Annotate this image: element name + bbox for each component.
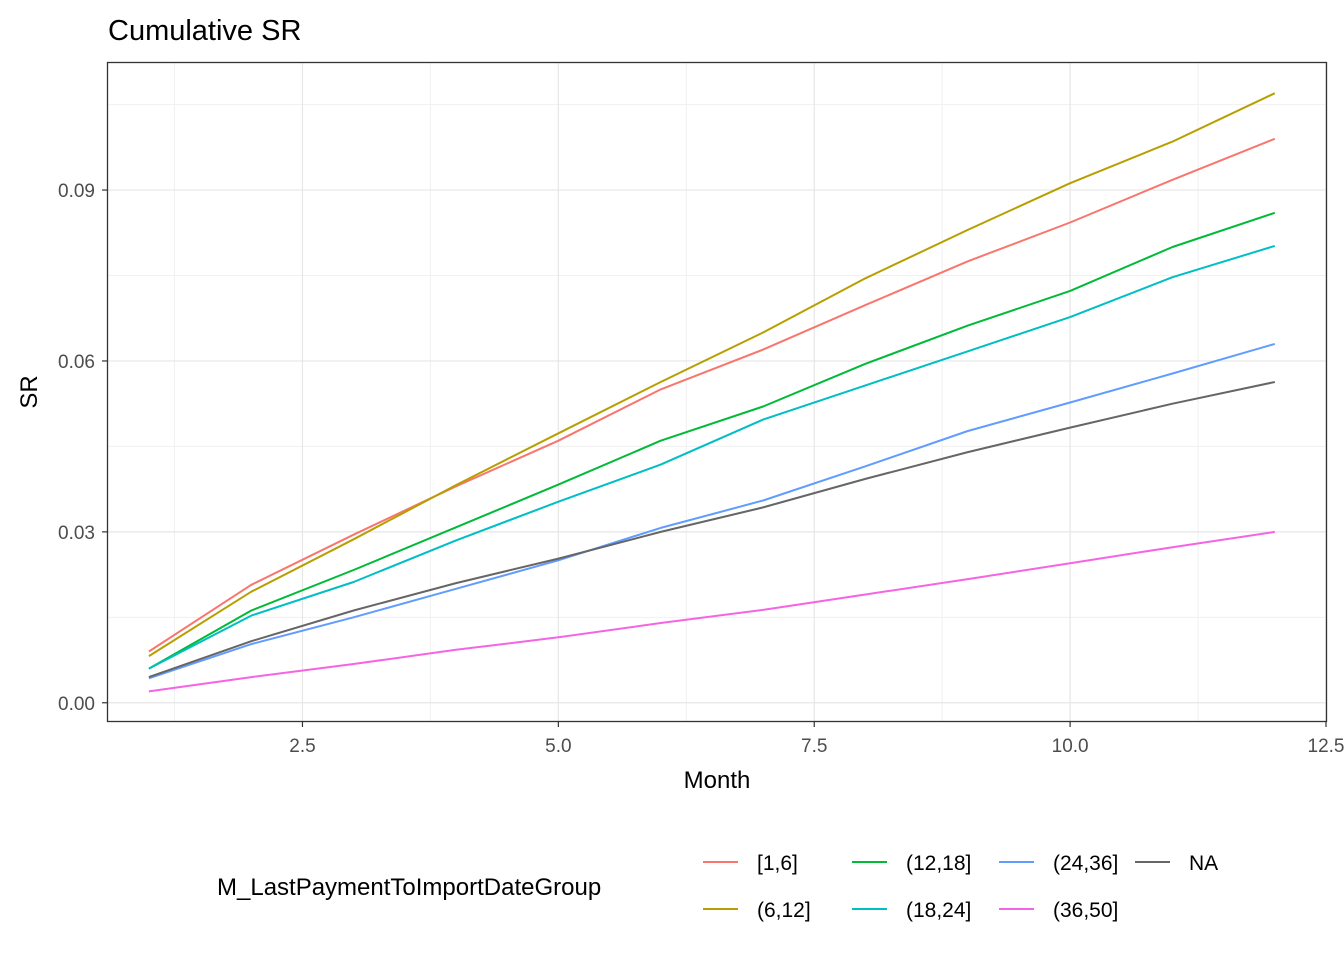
legend-label-18-24: (18,24] bbox=[906, 899, 971, 922]
legend-label-NA: NA bbox=[1189, 852, 1218, 875]
series-line-24-36 bbox=[148, 342, 1276, 680]
series-line-36-50 bbox=[148, 530, 1275, 693]
y-tick-label: 0.06 bbox=[58, 352, 95, 373]
series-line-12-18 bbox=[148, 211, 1276, 670]
x-axis-label: Month bbox=[684, 767, 751, 794]
y-axis: 0.00 0.03 0.06 0.09 bbox=[58, 181, 108, 715]
legend-label-1-6: [1,6] bbox=[757, 852, 798, 875]
series-line-6-12 bbox=[148, 92, 1276, 657]
x-axis: 2.5 5.0 7.5 10.0 12.5 bbox=[289, 721, 1344, 757]
x-tick-label: 12.5 bbox=[1308, 736, 1344, 757]
series-line-NA bbox=[148, 381, 1276, 679]
y-tick-label: 0.09 bbox=[58, 181, 95, 202]
legend-title: M_LastPaymentToImportDateGroup bbox=[217, 874, 601, 901]
series-layer bbox=[148, 92, 1276, 693]
series-line-1-6 bbox=[148, 137, 1276, 653]
legend-label-12-18: (12,18] bbox=[906, 852, 971, 875]
plot-panel-border bbox=[106, 61, 1328, 723]
x-tick-label: 5.0 bbox=[545, 736, 571, 757]
legend-label-24-36: (24,36] bbox=[1053, 852, 1118, 875]
y-tick-label: 0.03 bbox=[58, 523, 95, 544]
legend-label-36-50: (36,50] bbox=[1053, 899, 1118, 922]
chart-title: Cumulative SR bbox=[108, 15, 301, 47]
x-tick-label: 7.5 bbox=[801, 736, 827, 757]
x-tick-label: 10.0 bbox=[1052, 736, 1089, 757]
x-tick-label: 2.5 bbox=[289, 736, 315, 757]
legend-label-6-12: (6,12] bbox=[757, 899, 811, 922]
grid-major bbox=[108, 63, 1327, 721]
y-axis-label: SR bbox=[16, 375, 43, 408]
series-line-18-24 bbox=[148, 244, 1276, 670]
grid-minor bbox=[108, 63, 1326, 721]
y-tick-label: 0.00 bbox=[58, 694, 95, 715]
legend: [1,6] (6,12] (12,18] (18,24] (24,36] (36,50] N… bbox=[703, 852, 1218, 922]
